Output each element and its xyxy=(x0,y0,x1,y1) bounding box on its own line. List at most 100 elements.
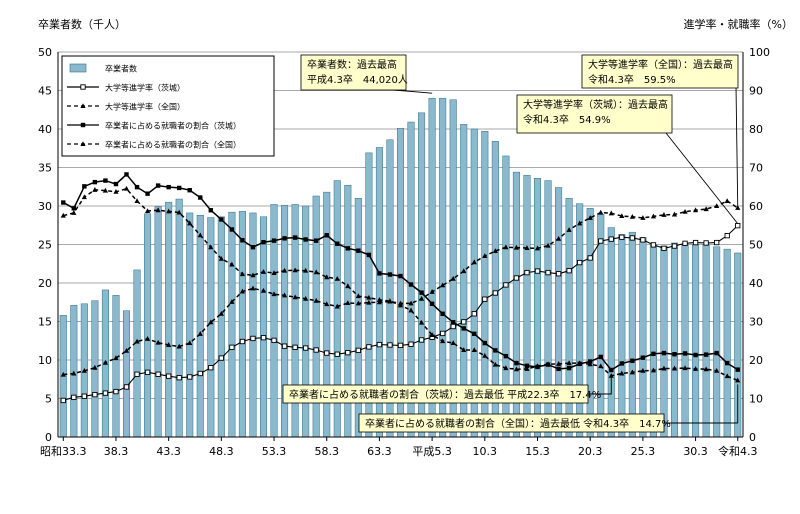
legend-label: 卒業者数 xyxy=(105,64,137,74)
data-point xyxy=(366,294,372,300)
right-tick-label: 80 xyxy=(749,123,763,136)
left-tick-label: 30 xyxy=(38,200,52,213)
graduates-bar xyxy=(112,295,120,438)
graduates-bar xyxy=(122,310,131,438)
data-point xyxy=(492,361,498,367)
data-point xyxy=(376,341,383,348)
graduates-bar xyxy=(196,214,204,438)
data-point xyxy=(630,358,635,363)
data-point xyxy=(134,198,140,203)
data-point xyxy=(334,275,340,281)
data-point xyxy=(155,339,161,345)
data-point xyxy=(503,353,509,359)
data-point xyxy=(71,210,77,215)
data-point xyxy=(260,287,267,293)
data-point xyxy=(345,350,351,356)
data-point xyxy=(640,367,646,373)
graduates-bar xyxy=(660,245,668,438)
data-point xyxy=(598,354,603,360)
data-point xyxy=(566,227,572,232)
data-point xyxy=(461,347,467,352)
data-point xyxy=(555,271,562,277)
data-point xyxy=(313,347,319,353)
data-point xyxy=(524,363,530,368)
data-point xyxy=(303,267,309,273)
data-point xyxy=(397,302,404,308)
data-point xyxy=(513,275,520,281)
graduates-bar xyxy=(207,217,215,438)
left-axis-title: 卒業者数（千人） xyxy=(38,17,126,31)
data-point xyxy=(239,271,246,277)
left-tick-label: 20 xyxy=(38,277,52,290)
x-tick-label: 平成5.3 xyxy=(412,445,452,458)
data-point xyxy=(187,340,193,346)
x-tick-label: 38.3 xyxy=(104,445,129,458)
callout-box xyxy=(581,54,739,89)
data-point xyxy=(545,242,551,248)
data-point xyxy=(587,215,593,220)
callout-connector xyxy=(393,89,433,94)
data-point xyxy=(229,261,235,267)
data-point xyxy=(355,300,361,306)
data-point xyxy=(324,301,330,307)
data-point xyxy=(703,352,709,357)
graduates-bar xyxy=(144,213,152,438)
right-axis-title: 進学率・就職率（%） xyxy=(684,17,793,31)
data-point xyxy=(313,297,319,303)
data-point xyxy=(735,205,741,210)
data-point xyxy=(166,342,172,347)
data-point xyxy=(113,188,119,194)
data-point xyxy=(482,340,488,346)
data-point xyxy=(335,241,340,246)
data-point xyxy=(619,370,625,376)
callout-text: 令和4.3卒 54.9% xyxy=(523,113,611,126)
data-point xyxy=(640,215,646,220)
series-4-group xyxy=(60,185,741,383)
data-point xyxy=(492,290,498,296)
data-point xyxy=(239,288,246,294)
callout-text: 平成4.3卒 44,020人 xyxy=(307,73,408,86)
data-point xyxy=(735,367,740,372)
data-point xyxy=(703,240,709,246)
x-tick-label: 43.3 xyxy=(156,445,181,458)
data-point xyxy=(208,244,214,250)
left-tick-label: 5 xyxy=(45,393,52,406)
x-tick-label: 30.3 xyxy=(683,445,708,458)
data-point xyxy=(714,350,719,356)
data-point xyxy=(144,208,151,214)
callout-text: 令和4.3卒 59.5% xyxy=(588,73,676,86)
left-tick-label: 35 xyxy=(38,162,52,175)
data-point xyxy=(71,394,77,400)
data-point xyxy=(671,211,678,217)
data-point xyxy=(482,253,488,259)
data-point xyxy=(556,366,561,372)
data-point xyxy=(155,207,161,213)
data-point xyxy=(629,369,635,375)
data-point xyxy=(503,244,509,250)
data-point xyxy=(682,365,688,371)
data-point xyxy=(145,191,150,196)
graduates-bar xyxy=(597,214,605,438)
data-point xyxy=(513,366,520,372)
data-point xyxy=(134,338,140,344)
data-point xyxy=(714,367,720,373)
data-point xyxy=(640,237,646,243)
data-point xyxy=(366,252,372,258)
data-point xyxy=(166,373,172,379)
data-point xyxy=(524,366,530,371)
data-point xyxy=(482,352,488,358)
legend-label: 大学等進学率（全国） xyxy=(105,102,185,112)
data-point xyxy=(619,234,625,240)
data-point xyxy=(218,311,224,316)
data-point xyxy=(651,351,656,357)
right-tick-label: 20 xyxy=(749,354,763,367)
data-point xyxy=(102,359,109,365)
data-point xyxy=(355,347,361,354)
data-point xyxy=(682,208,688,214)
data-point xyxy=(71,206,77,211)
x-tick-label: 昭和33.3 xyxy=(40,445,87,458)
graduates-bar xyxy=(618,234,626,438)
data-point xyxy=(408,341,414,347)
right-tick-label: 50 xyxy=(749,239,763,252)
